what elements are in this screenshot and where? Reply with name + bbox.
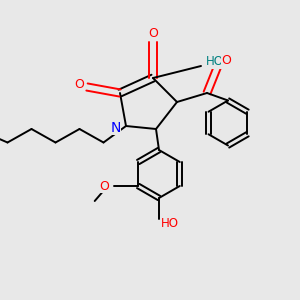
Text: O: O xyxy=(148,27,158,40)
Text: O: O xyxy=(222,53,231,67)
Text: N: N xyxy=(110,121,121,134)
Text: O: O xyxy=(99,179,109,193)
Text: HO: HO xyxy=(206,55,224,68)
Text: HO: HO xyxy=(160,217,178,230)
Text: O: O xyxy=(75,77,84,91)
